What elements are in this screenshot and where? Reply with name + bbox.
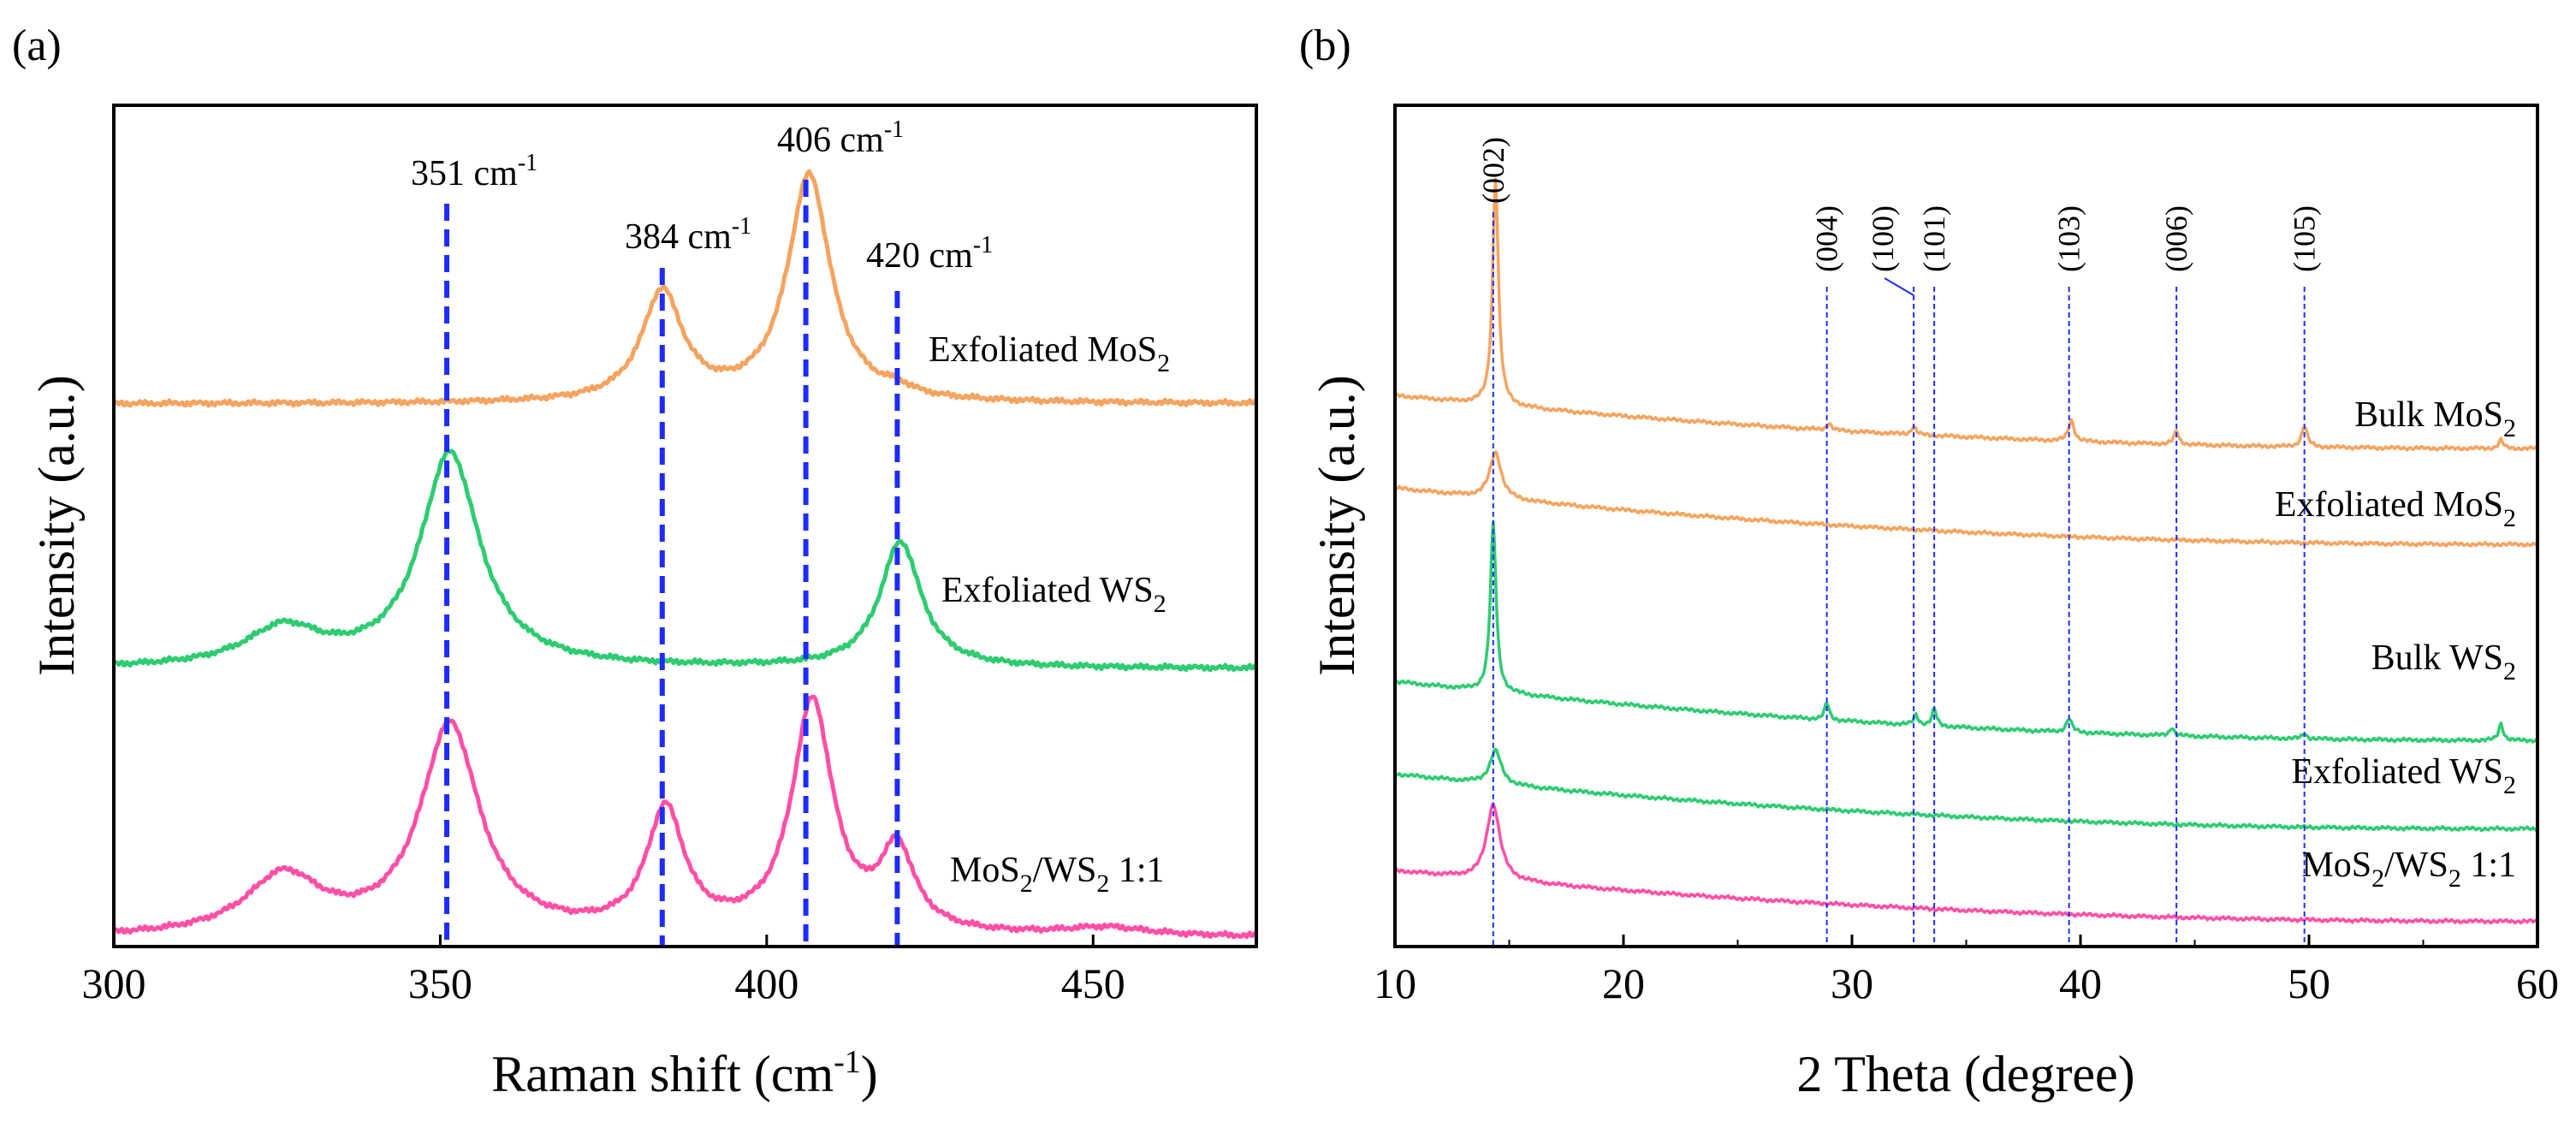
xrd-tick-label-50: 50 [2288,959,2330,1007]
xrd-label-exfoliated-mos2: Exfoliated MoS2 [2275,485,2516,532]
xrd-x-axis-title: 2 Theta (degree) [1796,1046,2134,1102]
xrd-plane-label-004: (004) [1810,205,1844,272]
xrd-tick-label-20: 20 [1602,959,1645,1007]
raman-curves [112,169,1258,940]
xrd-plane-label-105: (105) [2288,205,2322,272]
xrd-label-exfoliated-ws2: Exfoliated WS2 [2291,752,2516,799]
xrd-panel: (b) 10 20 30 40 50 60 (002) (004) (100) (101) (10… [1299,21,2559,1102]
raman-y-axis-title: Intensity (a.u.) [28,375,85,676]
xrd-tick-label-40: 40 [2059,959,2102,1007]
xrd-series-exfoliated-ws2 [1393,747,2539,833]
raman-plot-frame [112,104,1258,948]
raman-series-exfoliated-mos2 [112,169,1258,408]
raman-series-exfoliated-ws2 [112,448,1258,673]
xrd-leader-100 [1884,277,1914,296]
xrd-x-ticks: 10 20 30 40 50 60 [1374,935,2559,1007]
raman-label-mos2-ws2-mix: MoS2/WS2 1:1 [950,851,1165,898]
xrd-series-bulk-mos2 [1393,177,2539,452]
xrd-series-mos2-ws2-1-1 [1393,802,2539,925]
xrd-plane-label-101: (101) [1917,205,1951,272]
xrd-plane-label-002: (002) [1476,137,1511,204]
raman-label-exfoliated-mos2: Exfoliated MoS2 [929,330,1170,377]
raman-tick-label-300: 300 [82,959,146,1007]
raman-label-exfoliated-ws2: Exfoliated WS2 [941,571,1166,618]
peak-label-384: 384 cm-1 [625,213,751,257]
xrd-label-bulk-mos2: Bulk MoS2 [2354,395,2516,442]
xrd-plane-labels: (002) (004) (100) (101) (103) (006) (105) [1476,137,2322,272]
raman-x-axis-title: Raman shift (cm-1) [491,1044,878,1102]
peak-label-351: 351 cm-1 [411,150,537,193]
xrd-label-bulk-ws2: Bulk WS2 [2371,638,2516,686]
raman-panel: (a) 300 350 400 450 351 cm-1 384 cm-1 406 c… [12,21,1258,1102]
xrd-tick-label-60: 60 [2516,959,2559,1007]
raman-series-mos2-ws2-1-1 [112,694,1258,940]
xrd-tick-label-10: 10 [1374,959,1416,1007]
xrd-plane-guides [1492,212,2306,947]
xrd-series-exfoliated-mos2 [1393,450,2539,548]
peak-label-406: 406 cm-1 [777,116,904,160]
xrd-label-mos2-ws2-mix: MoS2/WS2 1:1 [2301,846,2516,893]
xrd-y-axis-title: Intensity (a.u.) [1309,375,1365,676]
panel-label-a: (a) [12,21,62,70]
xrd-plane-label-100: (100) [1866,205,1900,272]
xrd-plane-label-006: (006) [2159,205,2193,272]
raman-x-ticks: 300 350 400 450 [82,935,1125,1007]
raman-peak-guides [444,180,900,947]
raman-tick-label-350: 350 [408,959,472,1007]
xrd-tick-label-30: 30 [1831,959,1873,1007]
xrd-plane-label-103: (103) [2052,205,2086,272]
peak-label-420: 420 cm-1 [866,232,993,276]
xrd-plot-frame [1393,104,2539,948]
raman-tick-label-400: 400 [734,959,798,1007]
xrd-series-bulk-ws2 [1393,520,2539,744]
xrd-curves [1393,177,2539,925]
panel-label-b: (b) [1299,21,1351,70]
raman-tick-label-450: 450 [1061,959,1125,1007]
